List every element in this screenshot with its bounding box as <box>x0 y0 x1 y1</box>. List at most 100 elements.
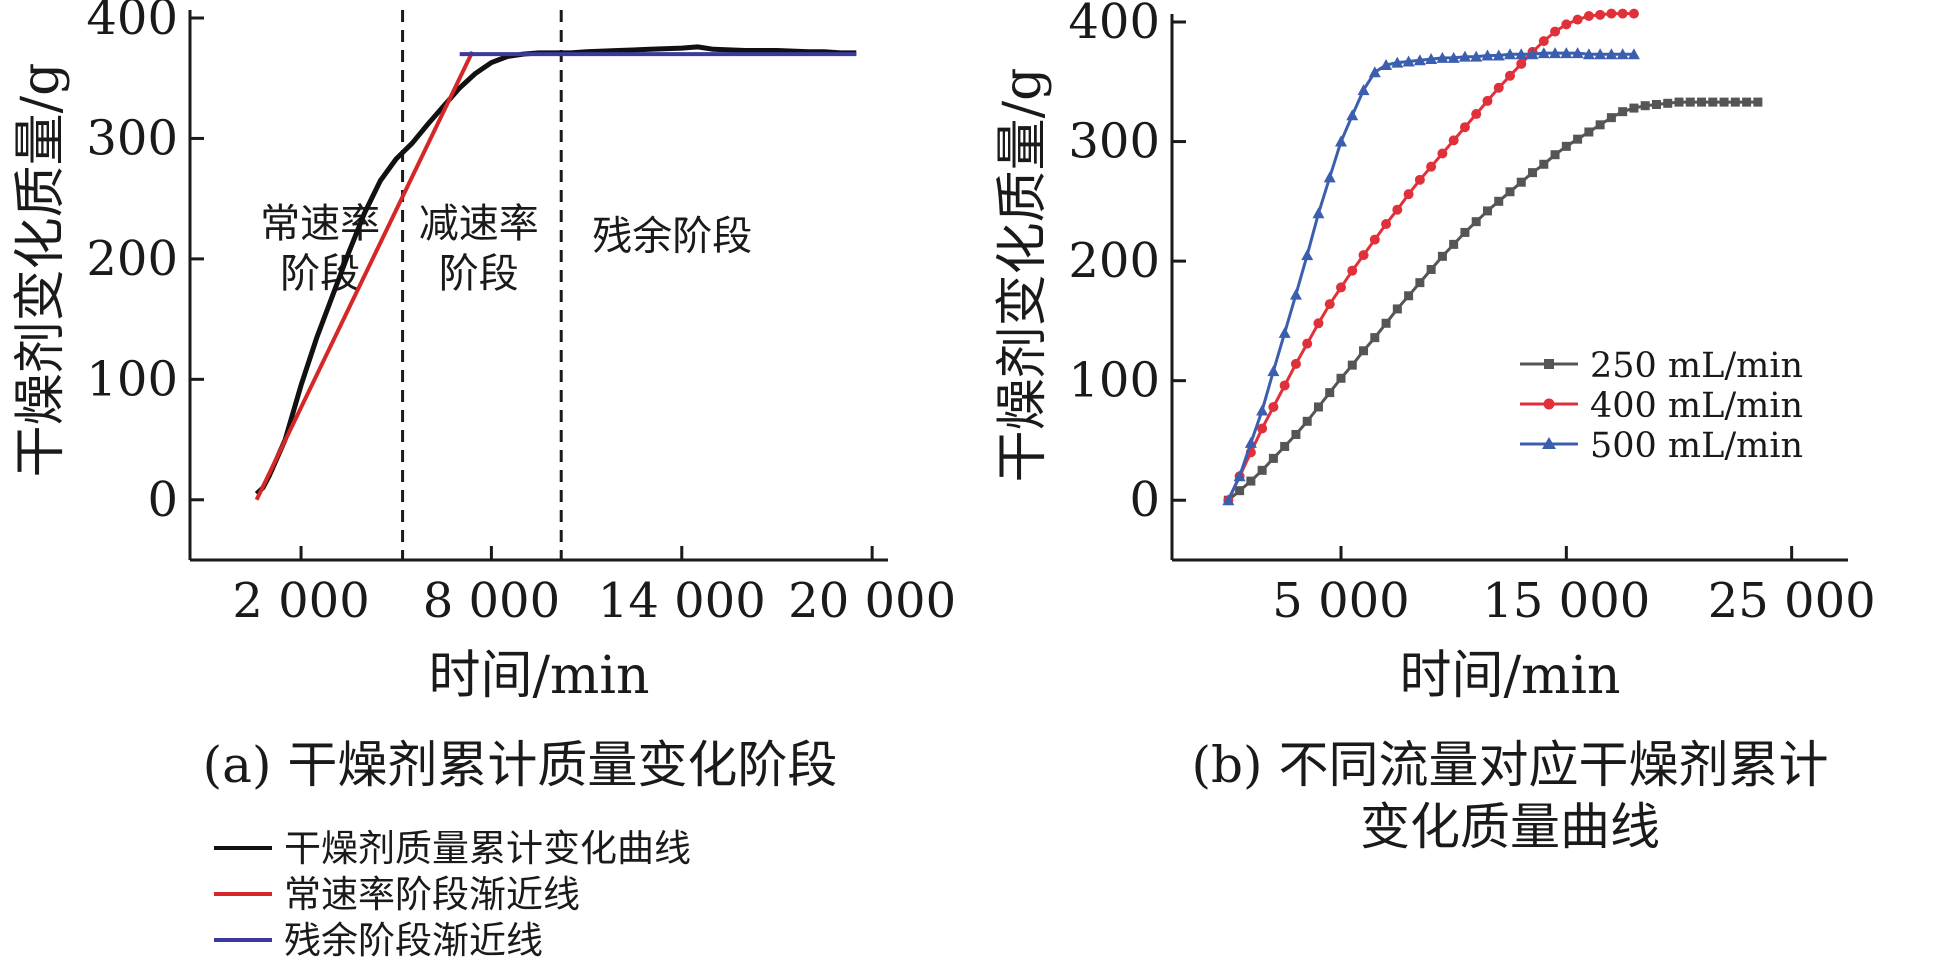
data-point <box>1268 401 1279 412</box>
data-point <box>1280 441 1290 451</box>
y-tick-label-a: 0 <box>147 472 178 528</box>
data-point <box>1505 70 1515 81</box>
data-point <box>1674 97 1684 107</box>
data-point <box>1313 402 1323 412</box>
data-point <box>1526 48 1539 60</box>
legend-label-b: 400 mL/min <box>1590 386 1803 426</box>
data-point <box>1538 36 1549 47</box>
data-point <box>1347 265 1358 276</box>
region-label: 阶段 <box>439 251 519 297</box>
series-line-b <box>1226 12 1634 501</box>
data-point <box>1358 250 1369 261</box>
chart-b: 0 100 200 300 400 5 000 15 000 25 000 时间/min 干燥剂变… <box>993 0 1876 856</box>
data-point <box>1278 326 1291 338</box>
data-point <box>1336 373 1346 383</box>
legend-label-a: 干燥剂质量累计变化曲线 <box>284 827 691 870</box>
x-axis-title-a: 时间/min <box>429 646 650 706</box>
data-point <box>1414 174 1425 185</box>
data-point <box>1572 14 1583 25</box>
x-tick-label-b: 5 000 <box>1272 573 1409 629</box>
data-point <box>1368 66 1381 78</box>
data-point <box>1595 9 1606 20</box>
data-point <box>1404 291 1414 301</box>
data-point <box>1222 494 1235 506</box>
data-point <box>1302 338 1313 349</box>
data-point <box>1357 84 1370 96</box>
region-label: 减速率 <box>419 201 539 247</box>
data-point <box>1392 204 1403 215</box>
data-point <box>1617 8 1628 19</box>
data-point <box>1753 97 1763 107</box>
data-point <box>1369 234 1380 245</box>
x-axis-title-b: 时间/min <box>1400 646 1621 706</box>
data-point <box>1290 358 1301 369</box>
data-point <box>1415 278 1425 288</box>
data-point <box>1291 429 1301 439</box>
data-point <box>1312 207 1325 219</box>
data-point <box>1402 55 1415 67</box>
y-axis-title-a: 干燥剂变化质量/g <box>11 63 71 478</box>
legend-label-b: 250 mL/min <box>1590 346 1803 386</box>
data-point <box>1494 196 1504 206</box>
y-tick-label-b: 100 <box>1068 353 1160 409</box>
data-point <box>1549 47 1562 59</box>
y-tick-label-b: 200 <box>1068 233 1160 289</box>
chart-title-b: (b) 不同流量对应干燥剂累计 <box>1192 736 1829 794</box>
data-point <box>1458 50 1471 62</box>
data-point <box>1470 50 1483 62</box>
data-point <box>1289 288 1302 300</box>
data-point <box>1268 453 1278 463</box>
data-point <box>1550 26 1561 37</box>
y-tick-label-a: 400 <box>86 0 178 46</box>
data-point <box>1719 97 1729 107</box>
data-point <box>1391 56 1404 68</box>
x-tick-label-a: 14 000 <box>598 573 766 629</box>
data-point <box>1413 54 1426 66</box>
data-point <box>1537 47 1550 59</box>
data-point <box>1561 141 1571 151</box>
data-point <box>1381 318 1391 328</box>
data-point <box>1256 404 1269 416</box>
y-tick-label-b: 300 <box>1068 114 1160 170</box>
legend-label-a: 残余阶段渐近线 <box>284 919 543 962</box>
series-line-a <box>254 50 475 501</box>
data-point <box>1301 249 1314 261</box>
data-point <box>1426 264 1436 274</box>
data-point <box>1560 47 1573 59</box>
data-point <box>1482 206 1492 216</box>
data-point <box>1346 109 1359 121</box>
data-point <box>1267 365 1280 377</box>
data-point <box>1359 346 1369 356</box>
data-point <box>1571 47 1584 59</box>
legend-marker <box>1542 437 1556 449</box>
y-tick-label-b: 400 <box>1068 0 1160 50</box>
data-point <box>1426 161 1437 172</box>
data-point <box>1606 8 1617 19</box>
x-tick-label-a: 2 000 <box>232 573 369 629</box>
data-point <box>1651 99 1661 109</box>
data-point <box>1697 97 1707 107</box>
data-point <box>1323 171 1336 183</box>
data-point <box>1606 113 1616 123</box>
data-point <box>1618 107 1628 117</box>
data-point <box>1471 217 1481 227</box>
data-point <box>1605 48 1618 60</box>
data-point <box>1505 187 1515 197</box>
data-point <box>1730 97 1740 107</box>
y-axis-title-b: 干燥剂变化质量/g <box>993 68 1053 483</box>
data-point <box>1425 53 1438 65</box>
data-point <box>1584 127 1594 137</box>
y-tick-label-a: 100 <box>86 351 178 407</box>
chart-title-b: 变化质量曲线 <box>1360 798 1660 856</box>
data-point <box>1504 48 1516 60</box>
data-point <box>1403 189 1414 200</box>
data-point <box>1471 109 1482 120</box>
data-point <box>1313 318 1324 329</box>
data-point <box>1550 150 1560 160</box>
data-point <box>1392 304 1402 314</box>
data-point <box>1233 470 1246 482</box>
data-point <box>1437 251 1447 261</box>
data-point <box>1628 8 1639 19</box>
data-point <box>1244 436 1257 448</box>
